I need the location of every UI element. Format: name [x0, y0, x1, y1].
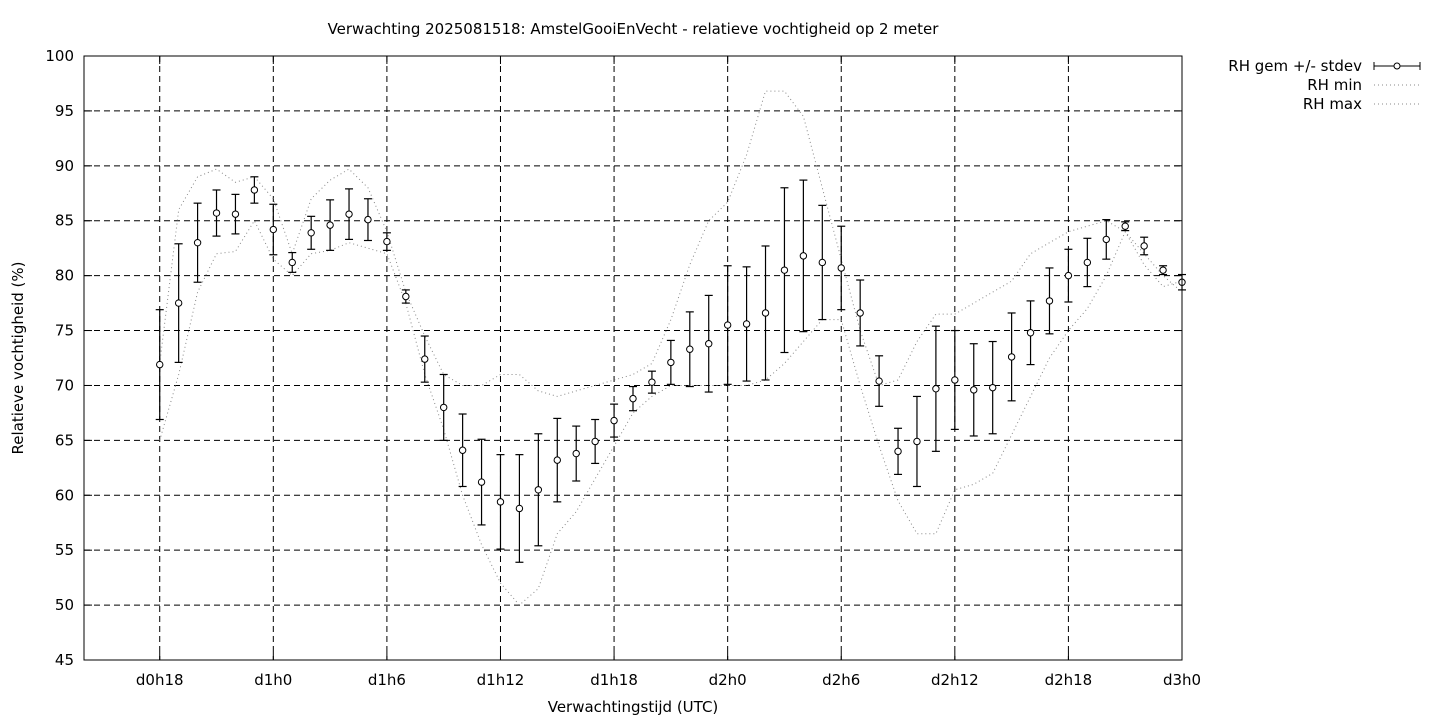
mean-point: [1026, 329, 1035, 337]
y-tick-label: 65: [55, 431, 74, 449]
chart-title: Verwachting 2025081518: AmstelGooiEnVech…: [328, 20, 940, 38]
y-tick-label: 75: [55, 322, 74, 340]
mean-point: [629, 394, 637, 403]
y-tick-label: 100: [45, 47, 74, 65]
y-tick-label: 95: [55, 102, 74, 120]
x-tick-label: d0h18: [136, 671, 184, 689]
legend-entry-rh-max: RH max: [1303, 95, 1362, 113]
x-tick-label: d1h0: [254, 671, 292, 689]
rh-min-line: [159, 219, 1183, 606]
y-tick-label: 70: [55, 376, 74, 394]
mean-point: [894, 447, 902, 456]
mean-point: [818, 258, 827, 267]
mean-point: [591, 437, 599, 446]
y-axis-label: Relatieve vochtigheid (%): [9, 261, 27, 454]
mean-point: [648, 378, 656, 386]
mean-point: [307, 229, 315, 237]
mean-point: [477, 478, 486, 486]
y-tick-label: 50: [55, 596, 74, 614]
mean-point: [326, 221, 334, 229]
mean-point: [667, 358, 675, 367]
mean-point: [1045, 297, 1054, 305]
mean-point: [780, 266, 789, 274]
mean-point: [856, 309, 864, 317]
mean-point: [231, 210, 240, 218]
mean-point: [250, 186, 259, 194]
x-tick-label: d3h0: [1163, 671, 1201, 689]
mean-point: [212, 209, 221, 217]
series-rh-min: [159, 219, 1183, 606]
x-axis-label: Verwachtingstijd (UTC): [548, 698, 719, 716]
grid-lines: [84, 56, 1183, 660]
y-axis-ticks: 45 50 55 60 65 70 75 80 85 90 95 100: [45, 47, 1182, 669]
mean-point: [534, 486, 543, 494]
mean-point: [496, 498, 505, 506]
mean-point: [705, 340, 713, 348]
x-axis-ticks: d0h18 d1h0 d1h6 d1h12 d1h18 d2h0 d2h6 d2h12 d2h1…: [136, 56, 1201, 689]
series-rh-mean: [155, 176, 1186, 563]
mean-point: [174, 299, 183, 307]
mean-point: [761, 309, 770, 317]
y-tick-label: 85: [55, 212, 74, 230]
mean-point: [1159, 266, 1167, 274]
x-tick-label: d2h0: [709, 671, 747, 689]
mean-point: [875, 377, 883, 385]
y-tick-label: 45: [55, 651, 74, 669]
x-tick-label: d2h6: [822, 671, 860, 689]
mean-point: [951, 376, 959, 384]
legend-swatch-point: [1393, 62, 1401, 70]
mean-point: [1102, 235, 1110, 244]
mean-point: [970, 386, 978, 394]
mean-point: [269, 225, 278, 234]
mean-point: [421, 355, 429, 363]
mean-point: [458, 446, 467, 454]
mean-point: [610, 416, 618, 425]
mean-point: [572, 449, 580, 458]
mean-point: [686, 345, 694, 353]
mean-point: [439, 403, 448, 412]
legend-entry-rh-mean: RH gem +/- stdev: [1228, 57, 1362, 75]
mean-point: [383, 237, 391, 246]
mean-point: [1121, 222, 1129, 230]
mean-point: [837, 264, 845, 272]
mean-point: [345, 210, 353, 218]
y-tick-label: 90: [55, 157, 74, 175]
y-tick-label: 80: [55, 267, 74, 285]
mean-point: [156, 360, 164, 369]
x-tick-label: d2h18: [1045, 671, 1093, 689]
y-tick-label: 60: [55, 486, 74, 504]
mean-point: [364, 215, 372, 224]
mean-point: [932, 385, 940, 393]
mean-point: [553, 456, 561, 464]
mean-point: [288, 258, 296, 267]
mean-point: [723, 321, 732, 329]
x-tick-label: d2h12: [931, 671, 979, 689]
mean-point: [1007, 353, 1016, 361]
mean-point: [742, 320, 751, 328]
x-tick-label: d1h6: [368, 671, 406, 689]
mean-point: [1083, 258, 1092, 267]
x-tick-label: d1h18: [590, 671, 638, 689]
mean-point: [193, 238, 202, 247]
mean-point: [1064, 271, 1073, 280]
mean-point: [913, 437, 921, 446]
mean-point: [515, 504, 524, 513]
mean-point: [799, 252, 808, 260]
x-tick-label: d1h12: [477, 671, 525, 689]
mean-point: [988, 383, 997, 392]
y-tick-label: 55: [55, 541, 74, 559]
mean-point: [1140, 242, 1148, 250]
plot-frame: [83, 55, 1183, 661]
legend-entry-rh-min: RH min: [1307, 76, 1362, 94]
mean-point: [402, 292, 410, 301]
